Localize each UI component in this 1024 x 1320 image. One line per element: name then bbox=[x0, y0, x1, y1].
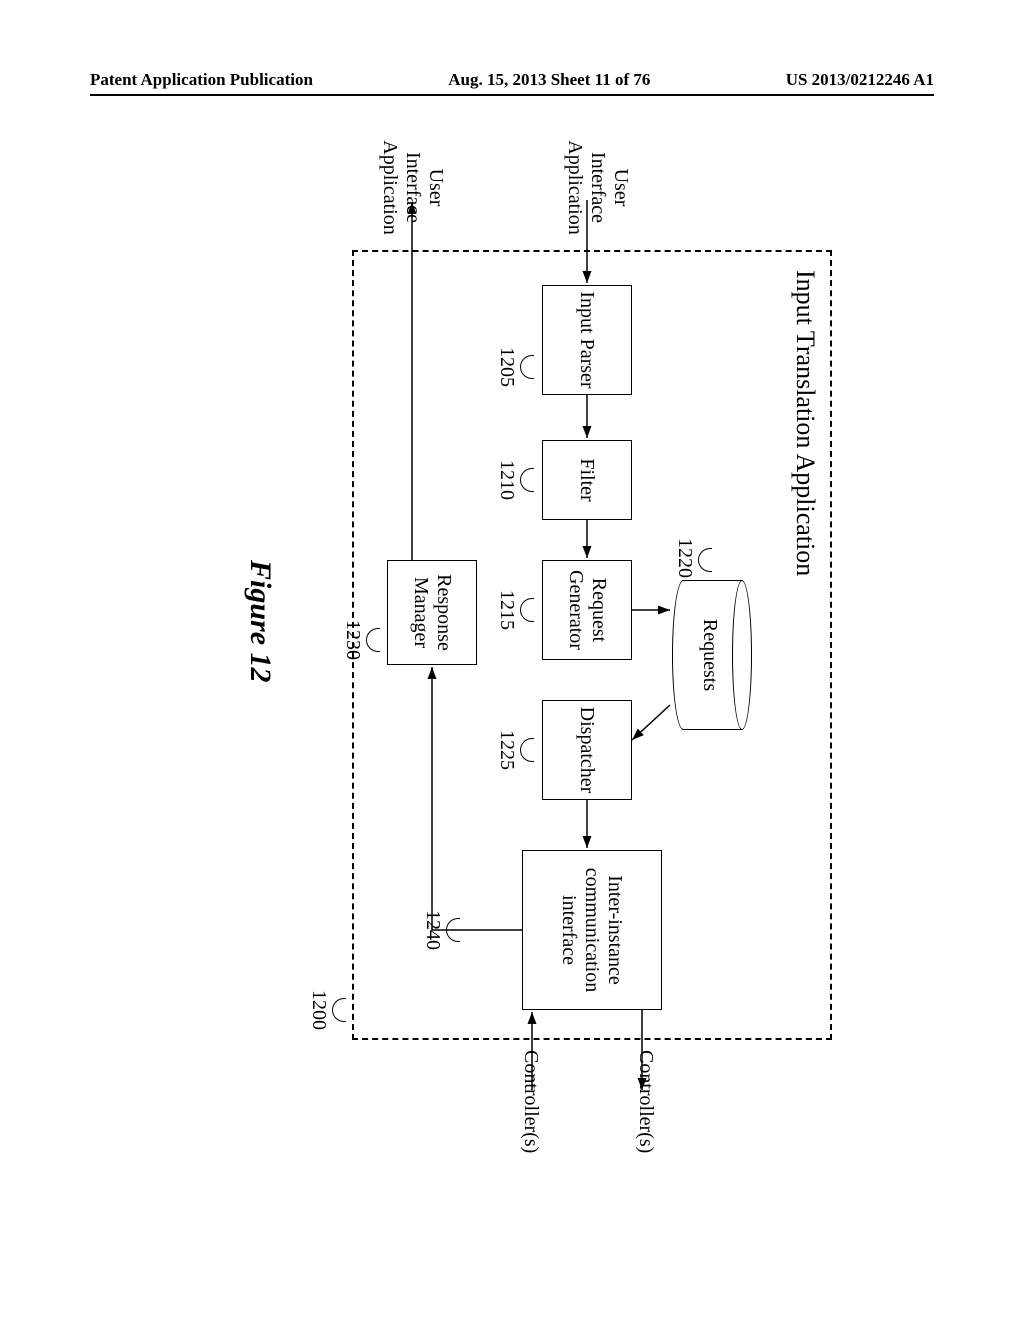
figure-12: Input Translation Application Input Pars… bbox=[132, 130, 892, 1150]
header-right: US 2013/0212246 A1 bbox=[786, 70, 934, 90]
patent-page: Patent Application Publication Aug. 15, … bbox=[0, 0, 1024, 1320]
header-rule bbox=[90, 94, 934, 96]
header-left: Patent Application Publication bbox=[90, 70, 313, 90]
page-header: Patent Application Publication Aug. 15, … bbox=[0, 70, 1024, 90]
figure-caption: Figure 12 bbox=[243, 560, 277, 683]
header-center: Aug. 15, 2013 Sheet 11 of 76 bbox=[448, 70, 650, 90]
